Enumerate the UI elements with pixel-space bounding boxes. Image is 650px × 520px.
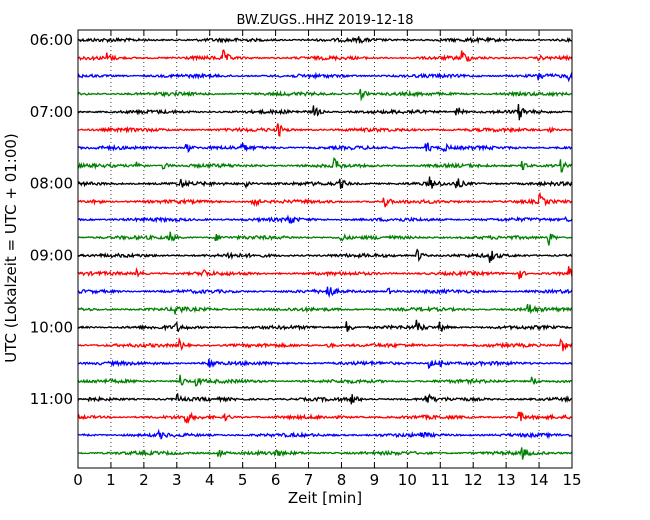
- y-tick-label: 06:00: [30, 31, 73, 49]
- x-tick-label: 1: [106, 471, 116, 489]
- x-tick-label: 15: [562, 471, 581, 489]
- trace-line: [77, 157, 573, 173]
- x-tick-label: 4: [205, 471, 215, 489]
- axis-ticks: 0 1 2 3 4 5 6 7 8 9 10 11 12 13 14 1506:0007:0008:0009:…: [30, 30, 582, 489]
- y-tick-label: 09:00: [30, 247, 73, 265]
- trace-line: [77, 392, 573, 405]
- x-tick-label: 14: [530, 471, 549, 489]
- y-axis-label: UTC (Lokalzeit = UTC + 01:00): [2, 133, 20, 363]
- trace-line: [77, 411, 573, 425]
- trace-line: [77, 176, 573, 190]
- x-tick-label: 10: [398, 471, 417, 489]
- y-tick-label: 11:00: [30, 390, 73, 408]
- x-tick-label: 7: [304, 471, 314, 489]
- trace-line: [77, 214, 573, 224]
- trace-line: [77, 142, 573, 153]
- trace-line: [77, 303, 573, 315]
- trace-line: [77, 123, 573, 137]
- y-tick-label: 07:00: [30, 103, 73, 121]
- plot-frame: [77, 29, 573, 469]
- trace-line: [77, 231, 573, 246]
- x-tick-label: 9: [370, 471, 380, 489]
- x-tick-label: 3: [172, 471, 182, 489]
- trace-line: [77, 49, 573, 62]
- y-tick-label: 08:00: [30, 175, 73, 193]
- trace-series: [77, 36, 573, 460]
- x-axis-label: Zeit [min]: [288, 489, 362, 507]
- trace-line: [77, 319, 573, 333]
- trace-line: [77, 358, 573, 370]
- trace-line: [77, 266, 573, 280]
- trace-line: [77, 71, 573, 83]
- trace-line: [77, 336, 573, 352]
- x-tick-label: 13: [497, 471, 516, 489]
- trace-line: [77, 191, 573, 208]
- trace-line: [77, 103, 573, 121]
- trace-line: [77, 447, 573, 460]
- trace-line: [77, 428, 573, 440]
- x-tick-label: 2: [139, 471, 149, 489]
- x-tick-label: 8: [337, 471, 347, 489]
- y-tick-label: 10:00: [30, 318, 73, 336]
- x-tick-label: 12: [464, 471, 483, 489]
- trace-line: [77, 286, 573, 299]
- trace-line: [77, 374, 573, 387]
- trace-line: [77, 36, 573, 45]
- trace-line: [77, 88, 573, 102]
- trace-line: [77, 248, 573, 263]
- x-tick-label: 11: [431, 471, 450, 489]
- x-tick-label: 6: [271, 471, 281, 489]
- x-tick-label: 5: [238, 471, 248, 489]
- x-tick-label: 0: [73, 471, 83, 489]
- chart-title: BW.ZUGS..HHZ 2019-12-18: [236, 13, 413, 28]
